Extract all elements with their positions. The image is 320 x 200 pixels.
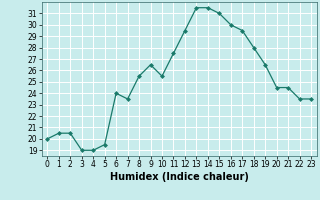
- X-axis label: Humidex (Indice chaleur): Humidex (Indice chaleur): [110, 172, 249, 182]
